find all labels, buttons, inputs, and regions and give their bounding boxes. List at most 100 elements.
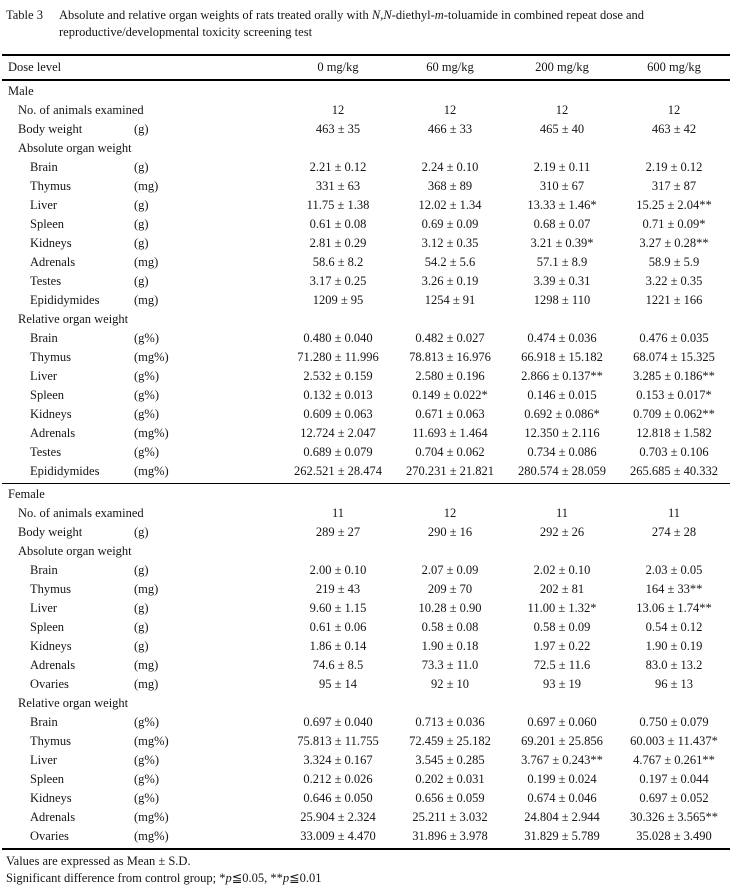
value-cell: 0.750 ± 0.079 xyxy=(618,715,730,730)
row-unit: (g%) xyxy=(134,445,282,460)
footnote-significance: Significant difference from control grou… xyxy=(6,870,726,886)
value-cell: 0.132 ± 0.013 xyxy=(282,388,394,403)
value-cell: 72.459 ± 25.182 xyxy=(394,734,506,749)
value-cell: 83.0 ± 13.2 xyxy=(618,658,730,673)
row-unit: (mg) xyxy=(134,582,282,597)
value-cell: 0.476 ± 0.035 xyxy=(618,331,730,346)
value-cell: 10.28 ± 0.90 xyxy=(394,601,506,616)
row-unit: (mg) xyxy=(134,293,282,308)
row-unit: (mg) xyxy=(134,677,282,692)
row-unit: (g) xyxy=(134,217,282,232)
value-cell: 0.656 ± 0.059 xyxy=(394,791,506,806)
dose-column-header: 60 mg/kg xyxy=(394,60,506,75)
value-cell: 466 ± 33 xyxy=(394,122,506,137)
row-unit: (g) xyxy=(134,601,282,616)
value-cell: 35.028 ± 3.490 xyxy=(618,829,730,844)
value-cell: 2.00 ± 0.10 xyxy=(282,563,394,578)
value-cell: 9.60 ± 1.15 xyxy=(282,601,394,616)
text-segment: ≦0.01 xyxy=(289,871,321,885)
value-cell: 463 ± 35 xyxy=(282,122,394,137)
value-cell: 2.21 ± 0.12 xyxy=(282,160,394,175)
table-caption: Absolute and relative organ weights of r… xyxy=(59,7,726,41)
value-cell: 0.54 ± 0.12 xyxy=(618,620,730,635)
value-cell: 12 xyxy=(282,103,394,118)
value-cell: 0.149 ± 0.022* xyxy=(394,388,506,403)
value-cell: 73.3 ± 11.0 xyxy=(394,658,506,673)
row-unit: (g%) xyxy=(134,369,282,384)
value-cell: 2.19 ± 0.11 xyxy=(506,160,618,175)
value-cell: 13.06 ± 1.74** xyxy=(618,601,730,616)
value-cell: 0.71 ± 0.09* xyxy=(618,217,730,232)
value-cell: 280.574 ± 28.059 xyxy=(506,464,618,479)
value-cell: 292 ± 26 xyxy=(506,525,618,540)
section-title: Female xyxy=(8,487,134,502)
value-cell: 96 ± 13 xyxy=(618,677,730,692)
text-segment: ≦0.05, ** xyxy=(232,871,283,885)
dose-column-header: 600 mg/kg xyxy=(618,60,730,75)
value-cell: 2.19 ± 0.12 xyxy=(618,160,730,175)
row-label: No. of animals examined xyxy=(18,506,134,521)
value-cell: 3.12 ± 0.35 xyxy=(394,236,506,251)
value-cell: 0.709 ± 0.062** xyxy=(618,407,730,422)
value-cell: 209 ± 70 xyxy=(394,582,506,597)
value-cell: 219 ± 43 xyxy=(282,582,394,597)
value-cell: 270.231 ± 21.821 xyxy=(394,464,506,479)
value-cell: 0.197 ± 0.044 xyxy=(618,772,730,787)
row-label: Liver xyxy=(30,601,134,616)
row-label: Liver xyxy=(30,198,134,213)
row-unit: (g%) xyxy=(134,407,282,422)
dose-column-header: 200 mg/kg xyxy=(506,60,618,75)
value-cell: 60.003 ± 11.437* xyxy=(618,734,730,749)
value-cell: 1.97 ± 0.22 xyxy=(506,639,618,654)
value-cell: 0.212 ± 0.026 xyxy=(282,772,394,787)
value-cell: 11.00 ± 1.32* xyxy=(506,601,618,616)
row-label: Thymus xyxy=(30,582,134,597)
value-cell: 0.480 ± 0.040 xyxy=(282,331,394,346)
value-cell: 0.703 ± 0.106 xyxy=(618,445,730,460)
row-label: Spleen xyxy=(30,217,134,232)
section-title-row: Male xyxy=(2,82,730,101)
value-cell: 1298 ± 110 xyxy=(506,293,618,308)
row-label: Absolute organ weight xyxy=(18,544,134,559)
row-label: Thymus xyxy=(30,179,134,194)
value-cell: 0.692 ± 0.086* xyxy=(506,407,618,422)
row-unit: (mg%) xyxy=(134,829,282,844)
value-cell: 15.25 ± 2.04** xyxy=(618,198,730,213)
value-cell: 12 xyxy=(618,103,730,118)
row-unit: (g%) xyxy=(134,331,282,346)
row-label: Brain xyxy=(30,160,134,175)
value-cell: 2.24 ± 0.10 xyxy=(394,160,506,175)
value-cell: 265.685 ± 40.332 xyxy=(618,464,730,479)
value-cell: 4.767 ± 0.261** xyxy=(618,753,730,768)
value-cell: 11 xyxy=(282,506,394,521)
row-unit: (mg%) xyxy=(134,810,282,825)
value-cell: 2.81 ± 0.29 xyxy=(282,236,394,251)
row-label: Brain xyxy=(30,563,134,578)
section-title: Male xyxy=(8,84,134,99)
value-cell: 11 xyxy=(618,506,730,521)
value-cell: 58.9 ± 5.9 xyxy=(618,255,730,270)
table-number: Table 3 xyxy=(6,7,59,24)
row-label: Ovaries xyxy=(30,677,134,692)
value-cell: 0.58 ± 0.09 xyxy=(506,620,618,635)
row-label: Brain xyxy=(30,331,134,346)
value-cell: 331 ± 63 xyxy=(282,179,394,194)
